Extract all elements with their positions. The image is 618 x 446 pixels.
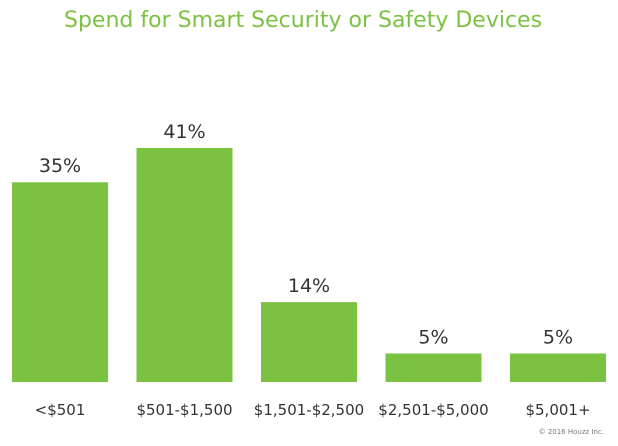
chart-title: Spend for Smart Security or Safety Devic…: [64, 8, 543, 33]
bar: [261, 302, 357, 382]
category-label: $2,501-$5,000: [378, 401, 488, 419]
copyright-note: © 2016 Houzz Inc.: [538, 428, 604, 436]
bar-value-label: 5%: [543, 326, 573, 348]
bar: [385, 353, 482, 382]
bar: [136, 148, 233, 382]
bar-value-label: 14%: [288, 275, 330, 297]
bar-value-label: 35%: [39, 155, 81, 177]
category-label: $501-$1,500: [136, 401, 232, 419]
category-label: $1,501-$2,500: [254, 401, 364, 419]
bar-value-label: 5%: [418, 326, 448, 348]
category-label: <$501: [35, 401, 86, 419]
bar: [12, 182, 108, 382]
category-label: $5,001+: [525, 401, 590, 419]
bar-value-label: 41%: [163, 121, 205, 143]
bar: [510, 353, 606, 382]
